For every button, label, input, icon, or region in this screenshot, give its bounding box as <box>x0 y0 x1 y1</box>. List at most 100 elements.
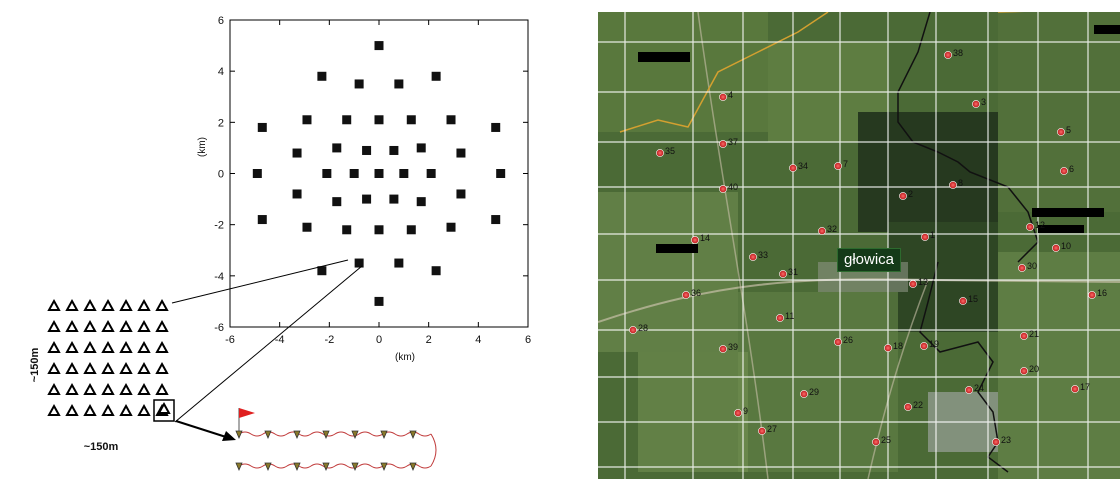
sensor-triangle <box>137 298 151 311</box>
station-27: 27 <box>758 424 777 435</box>
subarray-triangle-grid <box>47 298 171 416</box>
geophone-marker <box>380 430 388 440</box>
station-label: 7 <box>843 159 848 169</box>
station-4: 4 <box>719 90 733 101</box>
station-layout-markers <box>252 41 506 306</box>
station-square <box>389 194 399 204</box>
station-label: 28 <box>638 323 648 333</box>
station-square <box>496 169 506 178</box>
station-17: 17 <box>1071 382 1090 393</box>
station-14: 14 <box>691 233 710 244</box>
station-29: 29 <box>800 387 819 398</box>
sensor-triangle <box>47 319 61 332</box>
sensor-triangle <box>83 319 97 332</box>
geophone-marker <box>409 462 417 472</box>
station-square <box>394 258 404 268</box>
geophone-marker <box>322 462 330 472</box>
station-square <box>399 169 409 178</box>
sensor-triangle <box>119 382 133 395</box>
station-square <box>252 169 262 178</box>
sensor-triangle <box>155 298 169 311</box>
station-9: 9 <box>734 406 748 417</box>
station-square <box>406 115 416 125</box>
geophone-marker <box>322 430 330 440</box>
x-tick-label: 0 <box>376 334 382 346</box>
geophone-marker <box>235 462 243 472</box>
sensor-triangle <box>137 403 151 416</box>
geophone-marker <box>235 430 243 440</box>
subarray-width-label: ~150m <box>84 441 119 453</box>
station-label: 29 <box>809 387 819 397</box>
sensor-triangle-highlighted <box>157 401 171 414</box>
station-12: 12 <box>1026 220 1045 231</box>
sensor-triangle <box>65 403 79 416</box>
station-label: 23 <box>1001 435 1011 445</box>
sensor-triangle <box>101 361 115 374</box>
station-35: 35 <box>656 146 675 157</box>
station-square <box>292 189 302 199</box>
geophone-marker <box>264 462 272 472</box>
station-16: 16 <box>1088 288 1107 299</box>
geophone-marker <box>264 430 272 440</box>
station-25: 25 <box>872 435 891 446</box>
station-6: 6 <box>1060 164 1074 175</box>
sensor-triangle <box>83 298 97 311</box>
subarray-height-label: ~150m <box>29 348 41 383</box>
station-32: 32 <box>818 224 837 235</box>
station-5: 5 <box>1057 125 1071 136</box>
station-label: 11 <box>785 311 794 321</box>
sensor-triangle <box>83 382 97 395</box>
station-18: 18 <box>884 341 903 352</box>
x-tick-label: 2 <box>426 334 432 346</box>
station-square <box>491 122 501 132</box>
sensor-triangle <box>101 319 115 332</box>
station-label: 40 <box>728 182 738 192</box>
station-label: 12 <box>1035 220 1045 230</box>
sensor-triangle <box>155 340 169 353</box>
station-square <box>374 296 384 306</box>
station-square <box>302 222 312 232</box>
station-21: 21 <box>1020 329 1039 340</box>
station-square <box>354 79 364 89</box>
geophone-marker <box>351 430 359 440</box>
station-square <box>431 71 441 81</box>
station-label: 36 <box>691 288 701 298</box>
station-label: 17 <box>1080 382 1090 392</box>
x-tick-label: -2 <box>324 334 334 346</box>
station-label: 35 <box>665 146 675 156</box>
sensor-triangle <box>47 340 61 353</box>
station-36: 36 <box>682 288 701 299</box>
station-square <box>332 143 342 153</box>
station-label: 39 <box>728 342 738 352</box>
geophone-marker <box>409 430 417 440</box>
sensor-triangle <box>47 403 61 416</box>
station-label: 25 <box>881 435 891 445</box>
y-tick-label: -4 <box>214 271 224 283</box>
station-label: 6 <box>1069 164 1074 174</box>
station-square <box>292 148 302 158</box>
station-23: 23 <box>992 435 1011 446</box>
sensor-triangle <box>65 319 79 332</box>
x-tick-label: 6 <box>525 334 531 346</box>
station-square <box>426 169 436 178</box>
station-label: 14 <box>700 233 710 243</box>
station-19: 19 <box>920 339 939 350</box>
x-tick-label: 4 <box>475 334 481 346</box>
flag-icon <box>239 408 255 418</box>
sensor-triangle <box>137 319 151 332</box>
station-8: 8 <box>949 178 963 189</box>
plot-ticks: -6 -4 -2 0 2 4 6 6 4 2 0 -2 -4 -6 <box>214 15 531 346</box>
sensor-triangle <box>47 382 61 395</box>
station-label: 32 <box>827 224 837 234</box>
sensor-triangle <box>119 361 133 374</box>
station-37: 37 <box>719 137 738 148</box>
station-11: 11 <box>776 311 794 322</box>
geophone-marker <box>293 462 301 472</box>
station-label: 27 <box>767 424 777 434</box>
cable-bottom <box>238 463 432 469</box>
sensor-triangle <box>119 319 133 332</box>
station-square <box>342 225 352 235</box>
station-39: 39 <box>719 342 738 353</box>
sensor-triangle <box>101 403 115 416</box>
station-square <box>491 215 501 225</box>
